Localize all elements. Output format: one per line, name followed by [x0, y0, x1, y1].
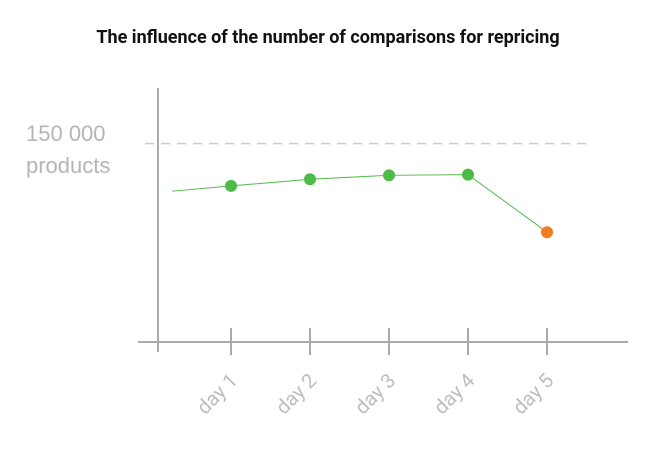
x-tick-label: day 3 [350, 368, 401, 419]
point [541, 226, 553, 239]
point [225, 179, 237, 192]
x-tick-label: day 1 [192, 368, 243, 419]
x-tick-label: day 2 [271, 368, 322, 419]
x-tick-label: day 4 [429, 368, 480, 419]
point [304, 173, 316, 186]
x-tick-label: day 5 [508, 368, 559, 419]
point [462, 168, 474, 181]
chart-title: The influence of the number of compariso… [96, 27, 559, 48]
line [171, 174, 548, 233]
point [383, 169, 395, 182]
y-tick-label: 150 000 products [26, 120, 111, 178]
